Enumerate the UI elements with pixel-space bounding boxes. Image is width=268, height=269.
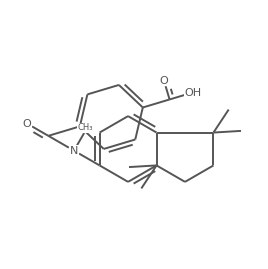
Text: CH₃: CH₃ bbox=[78, 123, 93, 132]
Text: N: N bbox=[70, 146, 78, 156]
Text: O: O bbox=[23, 119, 31, 129]
Text: O: O bbox=[159, 76, 168, 86]
Text: OH: OH bbox=[185, 88, 202, 98]
